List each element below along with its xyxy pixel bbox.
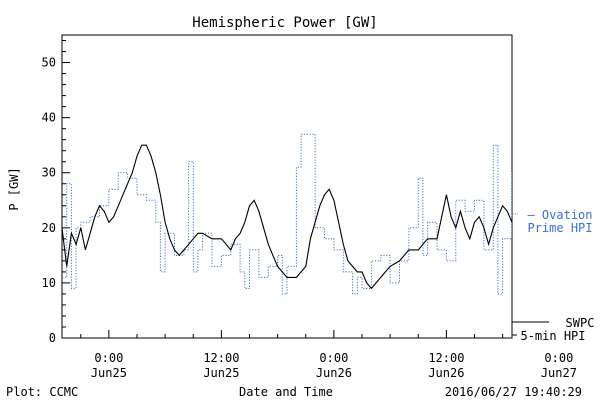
- x-tick-date: Jun26: [316, 366, 352, 380]
- x-tick-time: 0:00: [544, 351, 573, 365]
- legend-label: 5-min HPI: [520, 329, 585, 343]
- x-tick-time: 12:00: [203, 351, 239, 365]
- x-tick-time: 0:00: [94, 351, 123, 365]
- x-tick-date: Jun25: [91, 366, 127, 380]
- plot-credit: Plot: CCMC: [6, 385, 78, 399]
- y-tick-label: 30: [42, 166, 56, 180]
- x-tick-date: Jun25: [203, 366, 239, 380]
- y-tick-label: 50: [42, 56, 56, 70]
- y-tick-label: 10: [42, 276, 56, 290]
- x-tick-date: Jun26: [428, 366, 464, 380]
- x-axis-label: Date and Time: [239, 385, 333, 399]
- legend-label: – Ovation: [527, 208, 592, 222]
- legend-label: SWPC: [566, 316, 595, 330]
- series-line-0: [62, 144, 512, 290]
- y-tick-label: 20: [42, 221, 56, 235]
- y-tick-label: 40: [42, 111, 56, 125]
- series-line-1: [62, 133, 512, 295]
- chart-title: Hemispheric Power [GW]: [192, 15, 377, 31]
- y-tick-label: 0: [49, 331, 56, 345]
- plot-timestamp: 2016/06/27 19:40:29: [445, 385, 582, 399]
- x-tick-time: 0:00: [319, 351, 348, 365]
- x-tick-date: Jun27: [541, 366, 577, 380]
- x-tick-time: 12:00: [428, 351, 464, 365]
- y-axis-label: P [GW]: [7, 167, 21, 210]
- legend-label: Prime HPI: [527, 221, 592, 235]
